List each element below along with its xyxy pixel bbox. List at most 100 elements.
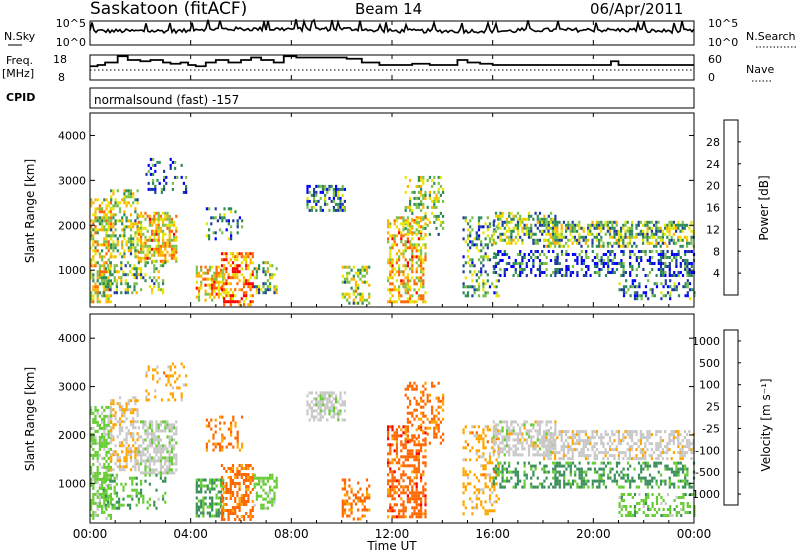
- data-cell: [140, 247, 143, 251]
- data-cell: [433, 175, 436, 179]
- data-cell: [337, 415, 340, 419]
- data-cell: [113, 476, 116, 480]
- data-cell: [655, 250, 658, 253]
- data-cell: [92, 273, 95, 277]
- data-cell: [523, 447, 526, 451]
- data-cell: [227, 442, 230, 446]
- data-cell: [554, 268, 557, 271]
- data-cell: [116, 459, 119, 463]
- data-cell: [147, 392, 150, 396]
- data-cell: [395, 261, 398, 265]
- data-cell: [361, 292, 364, 296]
- data-cell: [175, 259, 178, 263]
- data-cell: [94, 198, 97, 202]
- data-cell: [315, 415, 318, 419]
- data-cell: [571, 223, 574, 227]
- data-cell: [527, 229, 531, 233]
- data-cell: [420, 425, 423, 429]
- data-cell: [121, 246, 124, 250]
- data-cell: [242, 479, 246, 482]
- data-cell: [185, 374, 188, 378]
- data-cell: [308, 208, 311, 212]
- data-cell: [611, 262, 614, 265]
- data-cell: [148, 423, 151, 427]
- data-cell: [137, 226, 140, 230]
- data-cell: [146, 261, 149, 265]
- data-cell: [98, 477, 101, 481]
- data-cell: [197, 484, 201, 488]
- data-cell: [646, 238, 649, 242]
- data-cell: [166, 471, 169, 475]
- data-cell: [554, 430, 557, 434]
- data-cell: [424, 503, 427, 507]
- data-cell: [690, 241, 693, 245]
- data-cell: [120, 291, 123, 295]
- data-cell: [115, 279, 118, 283]
- data-cell: [411, 232, 414, 236]
- data-cell: [151, 223, 154, 227]
- data-cell: [144, 468, 147, 472]
- data-cell: [543, 220, 546, 224]
- data-cell: [210, 427, 213, 431]
- data-cell: [439, 223, 442, 227]
- data-cell: [262, 488, 265, 492]
- data-cell: [118, 441, 122, 445]
- data-cell: [420, 497, 423, 501]
- data-cell: [422, 431, 425, 435]
- data-cell: [155, 426, 158, 430]
- data-cell: [169, 163, 172, 167]
- data-cell: [197, 514, 201, 518]
- data-cell: [221, 436, 224, 440]
- data-cell: [659, 229, 662, 233]
- data-cell: [90, 453, 93, 457]
- data-cell: [216, 219, 219, 223]
- data-cell: [225, 294, 228, 298]
- data-cell: [417, 449, 420, 453]
- data-cell: [651, 291, 654, 295]
- data-cell: [486, 273, 489, 277]
- data-cell: [664, 253, 667, 256]
- data-cell: [210, 418, 213, 422]
- data-cell: [195, 271, 198, 275]
- data-cell: [208, 234, 211, 238]
- data-cell: [105, 261, 108, 265]
- data-cell: [317, 406, 320, 410]
- data-cell: [471, 285, 474, 289]
- data-cell: [231, 291, 235, 295]
- data-cell: [352, 493, 355, 497]
- data-cell: [395, 288, 398, 292]
- data-cell: [266, 491, 269, 495]
- data-cell: [598, 271, 601, 274]
- data-cell: [144, 211, 147, 215]
- data-cell: [174, 398, 177, 402]
- data-cell: [115, 506, 118, 510]
- data-cell: [129, 189, 133, 193]
- data-cell: [249, 518, 252, 521]
- data-cell: [595, 448, 598, 452]
- data-cell: [657, 229, 660, 233]
- data-cell: [433, 199, 436, 203]
- data-cell: [475, 431, 478, 435]
- data-cell: [107, 210, 110, 214]
- data-cell: [103, 237, 106, 241]
- data-cell: [512, 238, 515, 242]
- data-cell: [428, 420, 431, 424]
- data-cell: [178, 374, 181, 378]
- data-cell: [611, 226, 614, 230]
- data-cell: [118, 270, 121, 274]
- data-cell: [217, 496, 220, 500]
- data-cell: [648, 256, 652, 259]
- data-cell: [464, 473, 467, 477]
- data-cell: [607, 256, 610, 259]
- data-cell: [245, 491, 248, 494]
- data-cell: [116, 465, 119, 469]
- data-cell: [670, 250, 674, 253]
- data-cell: [545, 423, 548, 427]
- data-cell: [411, 384, 414, 388]
- data-cell: [505, 450, 509, 454]
- data-cell: [593, 445, 596, 449]
- data-cell: [400, 216, 403, 220]
- data-cell: [247, 303, 250, 307]
- data-cell: [486, 234, 489, 238]
- data-cell: [640, 294, 643, 298]
